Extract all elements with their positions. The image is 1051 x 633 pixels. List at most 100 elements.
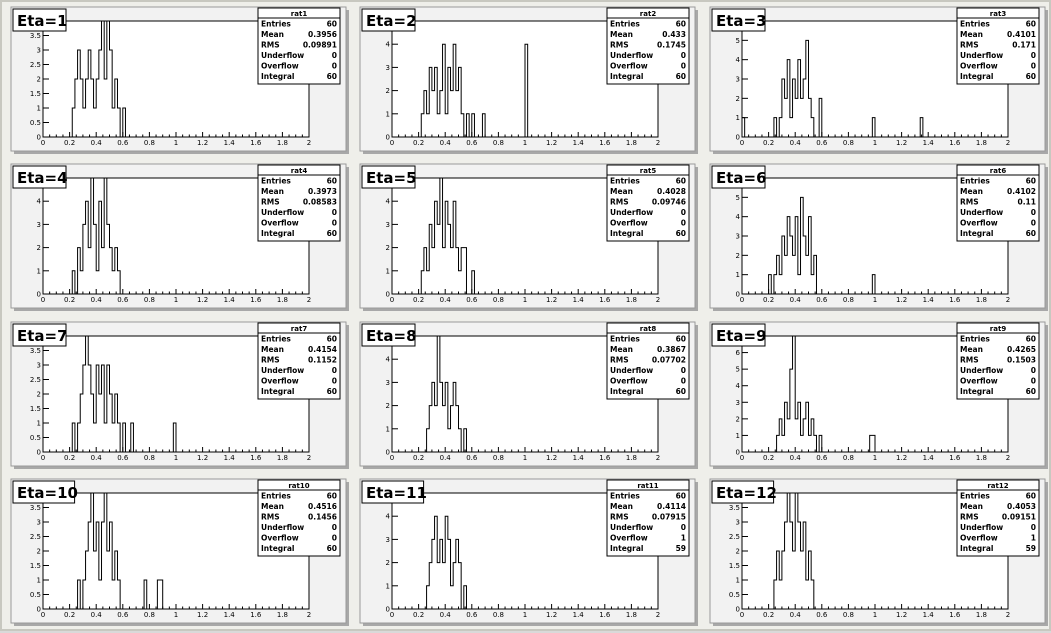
x-tick-label: 1.2 [546,296,557,304]
histogram-pad-4[interactable]: 0 0.2 0.4 0.6 0.8 1 1.2 1.4 1.6 1.8 2 0 1 2 3 4 Eta=4 rat… [10,163,349,311]
y-tick-label: 3.5 [30,347,41,355]
x-tick-label: 0.2 [64,296,75,304]
x-tick-label: 2 [1006,611,1010,619]
histogram-line [420,43,531,138]
stats-label: Integral [610,387,644,396]
x-tick-label: 0 [740,454,744,462]
histogram-line [71,20,129,138]
y-tick-label: 5 [736,366,740,374]
x-tick-label: 1 [873,454,877,462]
y-tick-label: 3 [386,64,390,72]
stats-histogram-name: rat2 [640,10,657,18]
histogram-pad-8[interactable]: 0 0.2 0.4 0.6 0.8 1 1.2 1.4 1.6 1.8 2 0 1 2 3 4 Eta=8 rat… [359,321,698,469]
histogram-title: Eta=7 [17,327,68,345]
stats-value: 0.4265 [1007,345,1036,354]
stats-box [606,479,690,557]
y-tick-label: 3 [37,362,41,370]
stats-value: 60 [327,492,337,501]
y-tick-label: 1.5 [729,562,740,570]
stats-value: 0 [332,62,337,71]
x-tick-label: 1.8 [277,296,288,304]
y-tick-label: 2 [736,415,740,423]
x-tick-label: 1.4 [573,139,585,147]
x-tick-label: 0.2 [763,139,774,147]
x-tick-label: 1.2 [896,454,907,462]
x-tick-label: 0.4 [440,296,452,304]
x-tick-label: 1.6 [250,296,262,304]
y-tick-label: 0 [386,606,390,614]
histogram-line [71,177,123,295]
stats-label: RMS [610,356,629,365]
y-tick-label: 2 [386,87,390,95]
stats-label: Integral [610,544,644,553]
histogram-pad-7[interactable]: 0 0.2 0.4 0.6 0.8 1 1.2 1.4 1.6 1.8 2 0 0.5 1 1.5 2 2.5 3… [10,321,349,469]
stats-label: Integral [960,544,994,553]
x-tick-label: 0.4 [440,454,452,462]
histogram-pad-11[interactable]: 0 0.2 0.4 0.6 0.8 1 1.2 1.4 1.6 1.8 2 0 1 2 3 4 Eta=11 ra… [359,478,698,626]
stats-label: Integral [261,72,295,81]
stats-label: Entries [960,492,990,501]
x-tick-label: 1.2 [896,611,907,619]
x-tick-label: 0.2 [763,296,774,304]
y-tick-label: 0 [736,134,740,142]
x-tick-label: 0.2 [413,139,424,147]
x-tick-label: 0.6 [466,139,478,147]
stats-label: Integral [610,72,644,81]
histogram-pad-12[interactable]: 0 0.2 0.4 0.6 0.8 1 1.2 1.4 1.6 1.8 2 0 0.5 1 1.5 2 2.5 3… [709,478,1048,626]
y-tick-label: 6 [736,349,741,357]
histogram-pad-5[interactable]: 0 0.2 0.4 0.6 0.8 1 1.2 1.4 1.6 1.8 2 0 1 2 3 4 Eta=5 rat… [359,163,698,311]
x-tick-label: 0.6 [466,611,478,619]
stats-label: Overflow [610,534,648,543]
histogram-pad-10[interactable]: 0 0.2 0.4 0.6 0.8 1 1.2 1.4 1.6 1.8 2 0 0.5 1 1.5 2 2.5 3… [10,478,349,626]
stats-label: Integral [960,72,994,81]
x-tick-label: 1.6 [949,454,961,462]
y-tick-label: 4 [386,513,391,521]
y-tick-label: 1 [37,420,41,428]
histogram-pad-1[interactable]: 0 0.2 0.4 0.6 0.8 1 1.2 1.4 1.6 1.8 2 0 0.5 1 1.5 2 2.5 3… [10,6,349,154]
stats-value: 0 [681,208,686,217]
stats-label: Integral [261,387,295,396]
stats-value: 0.08583 [303,198,337,207]
y-tick-label: 1.5 [30,90,41,98]
stats-label: Integral [610,229,644,238]
stats-value: 0 [681,62,686,71]
stats-value: 0 [332,208,337,217]
y-tick-label: 3 [736,519,740,527]
x-tick-label: 1.4 [923,296,935,304]
stats-value: 0.09746 [652,198,686,207]
y-tick-label: 0 [736,449,740,457]
stats-value: 60 [676,72,686,81]
stats-histogram-name: rat9 [990,325,1007,333]
histogram-pad-9[interactable]: 0 0.2 0.4 0.6 0.8 1 1.2 1.4 1.6 1.8 2 0 1 2 3 4 5 6 Eta=9 r… [709,321,1048,469]
y-tick-label: 4 [386,41,391,49]
stats-label: RMS [261,198,280,207]
stats-value: 0.09151 [1002,513,1036,522]
stats-label: Mean [610,187,633,196]
stats-value: 60 [1026,177,1036,186]
y-tick-label: 3 [386,379,390,387]
x-tick-label: 0.4 [440,611,452,619]
histogram-title: Eta=5 [366,169,417,187]
x-tick-label: 0 [41,611,45,619]
y-tick-label: 3 [386,536,390,544]
y-tick-label: 2 [736,252,740,260]
x-tick-label: 2 [307,139,311,147]
stats-value: 60 [327,177,337,186]
y-tick-label: 4 [37,198,42,206]
x-tick-label: 2 [656,454,660,462]
x-tick-label: 0 [41,296,45,304]
stats-label: Overflow [261,219,299,228]
histogram-pad-6[interactable]: 00.20.40.60.811.21.41.61.820123456Eta=6r… [709,163,1048,311]
y-tick-label: 1 [386,110,390,118]
y-tick-label: 0.5 [30,591,41,599]
stats-label: Mean [960,345,983,354]
stats-value: 0.4028 [657,187,686,196]
stats-label: Entries [610,492,640,501]
x-tick-label: 0.2 [763,454,774,462]
stats-histogram-name: rat10 [288,482,309,490]
histogram-pad-2[interactable]: 0 0.2 0.4 0.6 0.8 1 1.2 1.4 1.6 1.8 2 0 1 2 3 4 Eta=2 rat… [359,6,698,154]
histogram-pad-3[interactable]: 00.20.40.60.811.21.41.61.820123456Eta=3r… [709,6,1048,154]
histogram-title: Eta=9 [716,327,767,345]
stats-value: 60 [676,20,686,29]
